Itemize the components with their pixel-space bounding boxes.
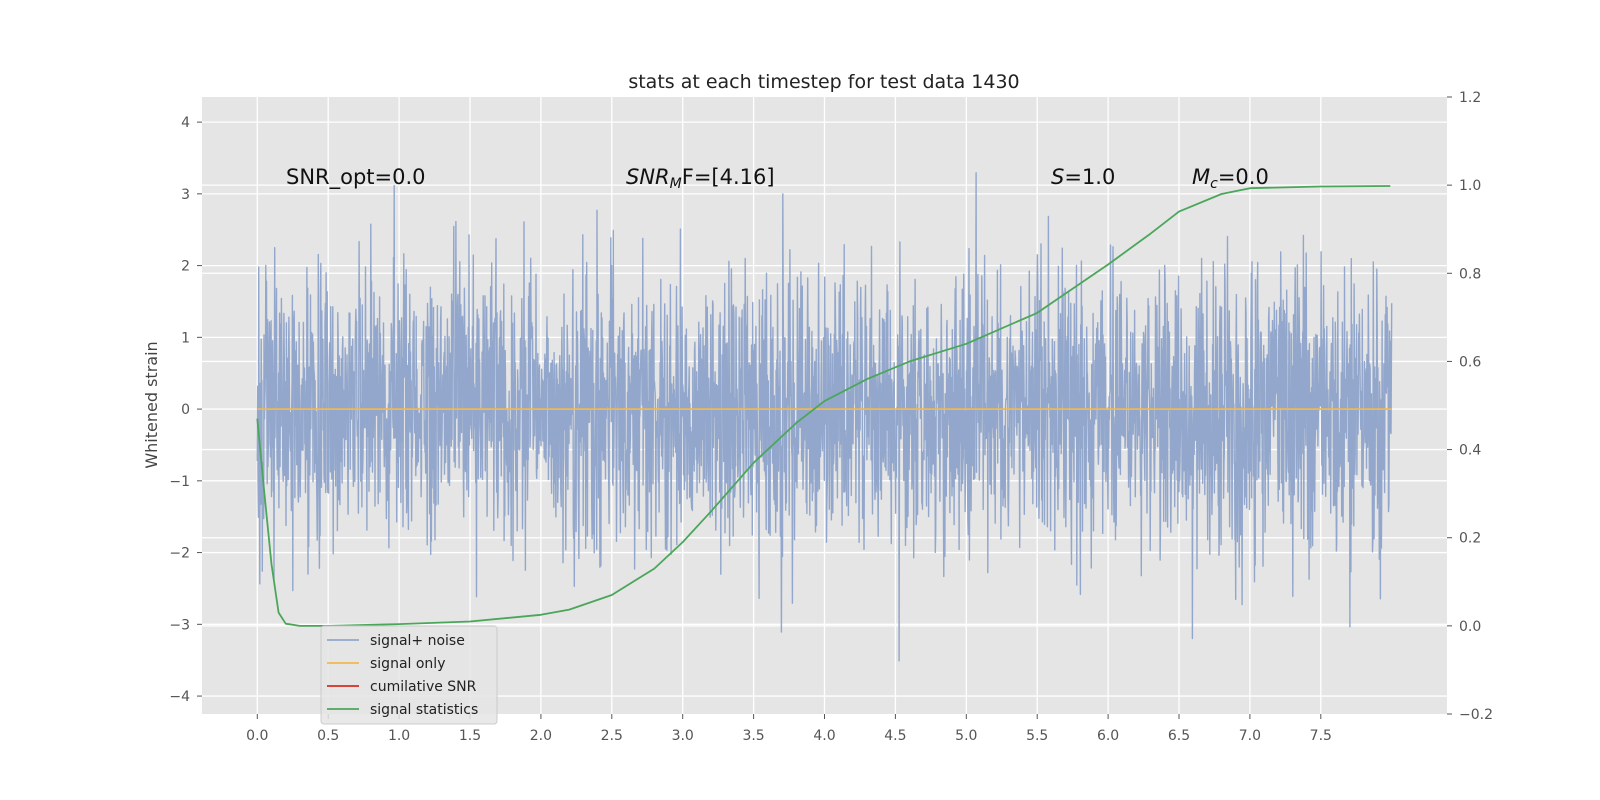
x-tick-label: 1.5 <box>459 728 481 744</box>
x-tick-label: 6.5 <box>1168 728 1190 744</box>
x-tick-label: 2.5 <box>601 728 623 744</box>
annotation-mc: Mc=0.0 <box>1192 165 1269 192</box>
x-tick-label: 0.5 <box>317 728 339 744</box>
y2-tick-label: 0.0 <box>1459 619 1481 635</box>
y2-tick-label: −0.2 <box>1459 707 1493 723</box>
x-tick-label: 3.5 <box>742 728 764 744</box>
y-tick-label: −4 <box>169 689 190 705</box>
legend-label: signal only <box>370 656 445 672</box>
y2-tick-label: 0.2 <box>1459 531 1481 547</box>
legend-label: signal+ noise <box>370 633 465 649</box>
y-tick-label: 1 <box>181 330 190 346</box>
y-tick-label: 4 <box>181 115 190 131</box>
y-tick-label: 2 <box>181 259 190 275</box>
x-tick-label: 4.0 <box>813 728 835 744</box>
x-tick-label: 5.5 <box>1026 728 1048 744</box>
annotation-snr-mf: SNRMF=[4.16] <box>626 165 775 192</box>
legend-box <box>320 625 498 725</box>
x-tick-label: 1.0 <box>388 728 410 744</box>
y2-tick-label: 0.4 <box>1459 443 1481 459</box>
legend-label: signal statistics <box>370 702 478 718</box>
y-tick-label: −2 <box>169 546 190 562</box>
x-tick-label: 0.0 <box>246 728 268 744</box>
annotations: SNR_opt=0.0 SNRMF=[4.16] S=1.0 Mc=0.0 <box>286 165 1269 192</box>
x-tick-label: 3.0 <box>672 728 694 744</box>
x-tick-label: 7.5 <box>1310 728 1332 744</box>
y-tick-label: −3 <box>169 617 190 633</box>
y2-tick-label: 0.8 <box>1459 266 1481 282</box>
series-line-signal-statistics <box>256 185 1391 627</box>
y-tick-label: −1 <box>169 474 190 490</box>
chart-title: stats at each timestep for test data 143… <box>628 71 1019 93</box>
legend: signal+ noise signal only cumilative SNR si… <box>320 625 498 725</box>
line-series <box>256 185 1392 627</box>
y2-tick-label: 1.2 <box>1459 90 1481 106</box>
y-tick-label: 0 <box>181 402 190 418</box>
legend-label: cumilative SNR <box>370 679 477 695</box>
y-tick-label: 3 <box>181 187 190 203</box>
x-axis: 0.0 0.5 1.0 1.5 2.0 2.5 3.0 3.5 4.0 4.5 5.0 5.5 6.0 6… <box>246 714 1332 744</box>
signal-noise-series <box>256 172 1393 662</box>
y2-tick-label: 0.6 <box>1459 354 1481 370</box>
y2-tick-label: 1.0 <box>1459 178 1481 194</box>
x-tick-label: 5.0 <box>955 728 977 744</box>
annotation-s: S=1.0 <box>1051 165 1115 189</box>
annotation-snr-opt: SNR_opt=0.0 <box>286 165 426 190</box>
series-signal-noise-line <box>256 172 1393 662</box>
y-axis-right: 1.2 1.0 0.8 0.6 0.4 0.2 0.0 −0.2 <box>1447 90 1493 723</box>
x-tick-label: 2.0 <box>530 728 552 744</box>
x-tick-label: 7.0 <box>1239 728 1261 744</box>
x-tick-label: 4.5 <box>884 728 906 744</box>
y-axis-left: 4 3 2 1 0 −1 −2 −3 −4 <box>169 115 202 705</box>
y-axis-label: Whitened strain <box>142 341 161 468</box>
x-tick-label: 6.0 <box>1097 728 1119 744</box>
